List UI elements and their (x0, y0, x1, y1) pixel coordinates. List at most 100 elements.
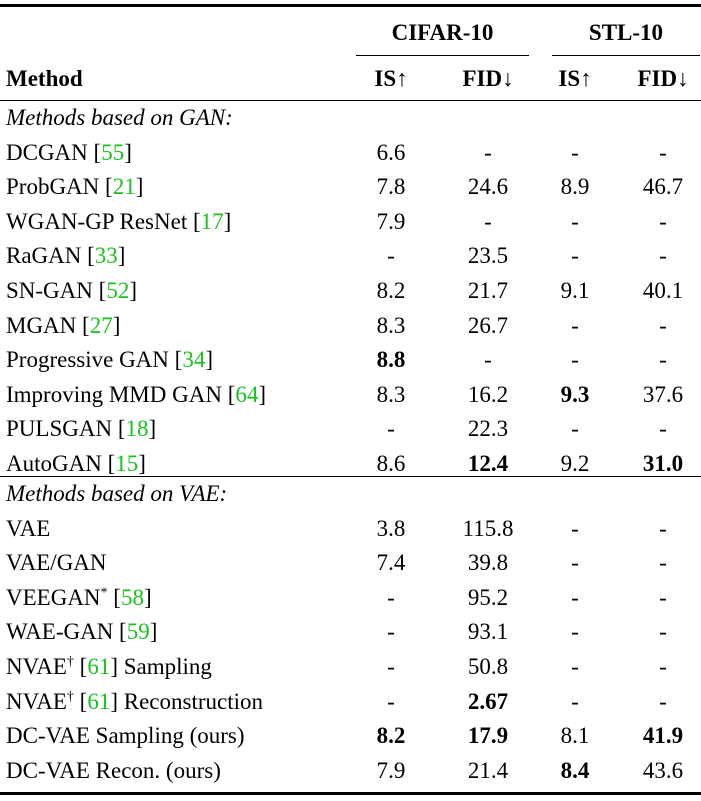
cifar-fid-value: 39.8 (467, 550, 509, 575)
stl-is-value: 9.1 (560, 278, 590, 303)
stl-is-value: - (571, 689, 579, 714)
table-row: NVAE† [61] Reconstruction - 2.67 - - (0, 685, 701, 719)
footnote-mark: * (100, 585, 108, 601)
cifar-fid-value: 2.67 (467, 689, 509, 714)
stl-is-value: 9.3 (560, 382, 590, 407)
cifar-fid-value: 12.4 (467, 451, 509, 476)
table-row: DC-VAE Recon. (ours) 7.9 21.4 8.4 43.6 (0, 754, 701, 788)
citation-link[interactable]: 59 (126, 619, 150, 644)
stl-fid-value: - (659, 347, 667, 372)
method-name: ProbGAN [21] (6, 174, 144, 199)
citation-link[interactable]: 61 (87, 689, 111, 714)
stl-fid-value: - (659, 585, 667, 610)
stl-fid-value: - (659, 313, 667, 338)
cifar-is-value: - (387, 416, 395, 441)
method-name: VEEGAN* [58] (6, 585, 152, 610)
citation-link[interactable]: 61 (87, 654, 111, 679)
citation-link[interactable]: 64 (235, 382, 259, 407)
table-row: WGAN-GP ResNet [17] 7.9 - - - (0, 205, 701, 239)
stl-fid-value: - (659, 654, 667, 679)
stl-is-header: IS↑ (558, 66, 592, 91)
citation-link[interactable]: 17 (200, 209, 224, 234)
method-header: Method (6, 66, 83, 91)
table-row: NVAE† [61] Sampling - 50.8 - - (0, 650, 701, 684)
stl-fid-value: - (659, 243, 667, 268)
cifar-is-value: - (387, 585, 395, 610)
method-name: Progressive GAN [34] (6, 347, 213, 372)
stl-is-value: - (571, 654, 579, 679)
section-title: Methods based on GAN: (6, 105, 233, 130)
stl-fid-value: 37.6 (642, 382, 684, 407)
cifar-fid-value: 16.2 (467, 382, 509, 407)
table-row: DCGAN [55] 6.6 - - - (0, 136, 701, 170)
header-rule (0, 100, 701, 101)
method-name: PULSGAN [18] (6, 416, 157, 441)
cifar-fid-value: 21.7 (467, 278, 509, 303)
citation-link[interactable]: 33 (94, 243, 118, 268)
method-name: NVAE† [61] Reconstruction (6, 689, 263, 714)
stl-is-value: 9.2 (560, 451, 590, 476)
table-row: SN-GAN [52] 8.2 21.7 9.1 40.1 (0, 274, 701, 308)
cifar-is-value: 7.8 (376, 174, 406, 199)
method-name: Improving MMD GAN [64] (6, 382, 267, 407)
citation-link[interactable]: 55 (101, 140, 125, 165)
cifar-is-value: 7.4 (376, 550, 406, 575)
stl-10-header: STL-10 (588, 20, 664, 45)
stl-is-value: - (571, 347, 579, 372)
cifar-is-value: - (387, 654, 395, 679)
cifar-is-value: 8.2 (376, 723, 406, 748)
stl-fid-value: - (659, 550, 667, 575)
method-name: WGAN-GP ResNet [17] (6, 209, 232, 234)
citation-link[interactable]: 21 (112, 174, 136, 199)
stl-fid-value: - (659, 619, 667, 644)
stl-fid-value: 31.0 (642, 451, 684, 476)
stl-is-value: - (571, 209, 579, 234)
stl-fid-value: - (659, 209, 667, 234)
citation-link[interactable]: 58 (120, 585, 144, 610)
table-row: DC-VAE Sampling (ours) 8.2 17.9 8.1 41.9 (0, 719, 701, 753)
cifar-fid-value: 22.3 (467, 416, 509, 441)
cifar-fid-value: - (484, 347, 492, 372)
cifar-fid-value: 95.2 (467, 585, 509, 610)
cifar-is-value: 8.8 (376, 347, 406, 372)
citation-link[interactable]: 52 (106, 278, 130, 303)
cifar-is-header: IS↑ (374, 66, 408, 91)
table-row: VAE 3.8 115.8 - - (0, 512, 701, 546)
cifar-is-value: 8.3 (376, 313, 406, 338)
method-name: DC-VAE Recon. (ours) (6, 758, 221, 783)
stl-fid-value: 43.6 (642, 758, 684, 783)
cifar-group-rule (356, 55, 529, 56)
citation-link[interactable]: 15 (115, 451, 139, 476)
top-rule (0, 4, 701, 7)
table-row: PULSGAN [18] - 22.3 - - (0, 412, 701, 446)
cifar-is-value: 8.3 (376, 382, 406, 407)
method-name: DCGAN [55] (6, 140, 132, 165)
cifar-is-value: 8.2 (376, 278, 406, 303)
stl-group-rule (552, 55, 700, 56)
cifar-10-header: CIFAR-10 (391, 20, 494, 45)
cifar-fid-value: 26.7 (467, 313, 509, 338)
table-row: AutoGAN [15] 8.6 12.4 9.2 31.0 (0, 447, 701, 481)
table-row: Progressive GAN [34] 8.8 - - - (0, 343, 701, 377)
stl-fid-value: - (659, 416, 667, 441)
section-divider (0, 476, 701, 477)
stl-fid-value: 41.9 (642, 723, 684, 748)
column-header-row: Method IS↑ FID↓ IS↑ FID↓ (0, 62, 701, 96)
citation-link[interactable]: 18 (125, 416, 149, 441)
bottom-rule (0, 792, 701, 795)
stl-fid-header: FID↓ (637, 66, 689, 91)
cifar-fid-value: - (484, 209, 492, 234)
stl-is-value: - (571, 416, 579, 441)
cifar-fid-header: FID↓ (462, 66, 514, 91)
stl-fid-value: 40.1 (642, 278, 684, 303)
method-name: VAE (6, 516, 51, 541)
method-name: NVAE† [61] Sampling (6, 654, 212, 679)
stl-fid-value: - (659, 689, 667, 714)
cifar-fid-value: 50.8 (467, 654, 509, 679)
stl-is-value: 8.9 (560, 174, 590, 199)
stl-fid-value: 46.7 (642, 174, 684, 199)
stl-is-value: - (571, 585, 579, 610)
citation-link[interactable]: 27 (89, 313, 113, 338)
citation-link[interactable]: 34 (182, 347, 206, 372)
method-name: RaGAN [33] (6, 243, 126, 268)
